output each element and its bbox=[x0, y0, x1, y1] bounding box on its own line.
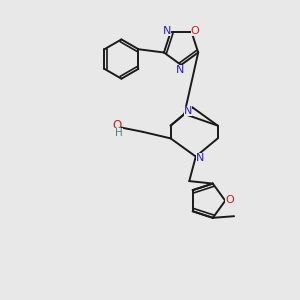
Text: N: N bbox=[176, 64, 184, 74]
Text: N: N bbox=[184, 106, 193, 116]
Text: O: O bbox=[226, 195, 234, 206]
Text: O: O bbox=[190, 26, 199, 36]
Text: O: O bbox=[112, 119, 121, 132]
Text: N: N bbox=[162, 26, 171, 36]
Text: H: H bbox=[116, 128, 123, 138]
Text: N: N bbox=[196, 153, 204, 163]
